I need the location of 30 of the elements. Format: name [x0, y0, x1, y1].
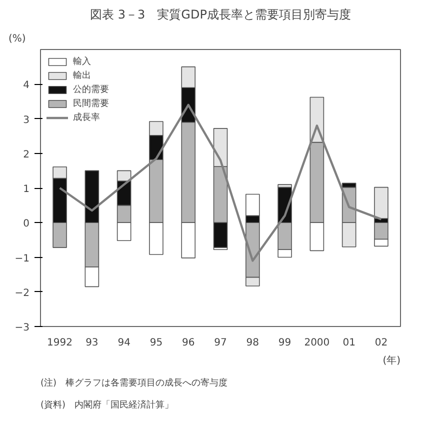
- y-tick-label: −3: [14, 322, 30, 334]
- chart-title: 図表 3－3 実質GDP成長率と需要項目別寄与度: [90, 8, 351, 22]
- y-tick-label: 0: [23, 218, 30, 230]
- x-tick-label: 99: [278, 338, 292, 348]
- text: (注) 棒グラフは各需要項目の成長への寄与度: [40, 378, 228, 388]
- y-tick-label: 1: [23, 184, 30, 195]
- x-tick-label: 97: [214, 338, 227, 348]
- x-tick-label: 1992: [47, 338, 73, 348]
- bar: [374, 186, 388, 219]
- x-tick-label: 2000: [304, 338, 330, 348]
- y-axis-title: (%): [8, 34, 26, 44]
- x-axis-title: (年): [382, 354, 401, 366]
- legend-label: 輸出: [73, 70, 92, 82]
- x-tick-label: 02: [374, 338, 388, 348]
- y-tick-label: 4: [23, 80, 30, 92]
- x-tick-label: 98: [246, 338, 260, 348]
- legend-label: 公的需要: [73, 84, 109, 96]
- text: (資料) 内閣府「国民経済計算」: [40, 400, 174, 410]
- x-tick-label: 95: [150, 338, 163, 348]
- x-tick-label: 93: [86, 338, 98, 348]
- legend-label: 輸入: [73, 56, 92, 68]
- y-tick-label: 3: [23, 114, 30, 126]
- x-tick-label: 01: [342, 338, 356, 348]
- legend-label: 民間需要: [73, 98, 109, 110]
- y-tick-label: 2: [23, 149, 30, 160]
- x-tick-label: 96: [182, 338, 195, 348]
- y-tick-label: −2: [14, 288, 30, 299]
- x-tick-label: 94: [118, 338, 130, 348]
- legend-label: 成長率: [73, 112, 100, 124]
- y-tick-label: −1: [14, 253, 30, 264]
